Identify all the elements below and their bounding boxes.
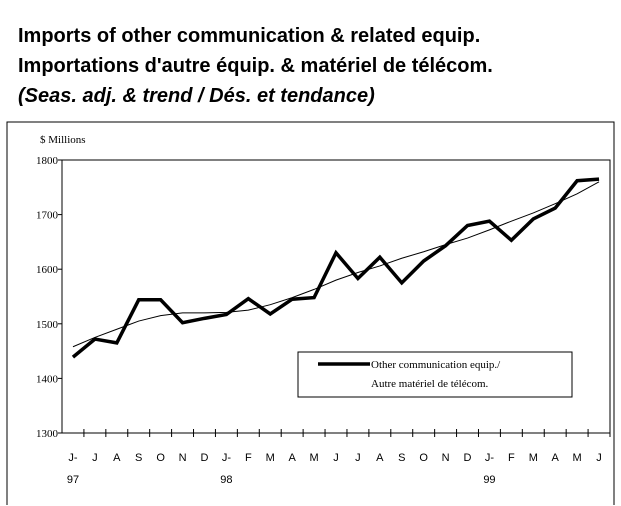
- x-tick-year: 97: [67, 474, 79, 486]
- y-axis-label: $ Millions: [40, 134, 86, 146]
- x-tick-label: N: [179, 452, 187, 464]
- y-tick-label: 1500: [36, 319, 59, 331]
- y-tick-label: 1400: [36, 373, 59, 385]
- x-tick-year: 99: [483, 474, 495, 486]
- legend-label: Autre matériel de télécom.: [371, 378, 489, 390]
- data-line: [71, 177, 600, 359]
- x-tick-label: S: [135, 452, 142, 464]
- x-tick-label: D: [201, 452, 209, 464]
- x-tick-label: O: [156, 452, 165, 464]
- y-tick-label: 1700: [36, 210, 59, 222]
- x-tick-label: A: [376, 452, 384, 464]
- x-tick-label: J-: [68, 452, 78, 464]
- x-tick-label: D: [464, 452, 472, 464]
- frame: [6, 121, 615, 505]
- x-tick-label: M: [309, 452, 318, 464]
- x-tick-label: M: [529, 452, 538, 464]
- x-tick-label: O: [419, 452, 428, 464]
- x-tick-label: J-: [485, 452, 495, 464]
- x-tick-label: F: [245, 452, 252, 464]
- chart-subtitle: (Seas. adj. & trend / Dés. et tendance): [18, 85, 375, 107]
- x-tick-label: A: [113, 452, 121, 464]
- y-tick-label: 1800: [36, 155, 59, 167]
- x-tick-label: F: [508, 452, 515, 464]
- legend: [297, 351, 573, 398]
- y-tick-label: 1300: [36, 428, 59, 440]
- chart-title: Imports of other communication & related…: [18, 25, 480, 47]
- x-tick-label: J: [92, 452, 98, 464]
- x-tick-label: J-: [222, 452, 232, 464]
- x-tick-label: J: [596, 452, 602, 464]
- plot-area: [61, 159, 611, 434]
- x-tick-label: A: [552, 452, 560, 464]
- x-tick-label: M: [573, 452, 582, 464]
- legend-label: Other communication equip./: [371, 359, 501, 371]
- x-tick-label: J: [333, 452, 339, 464]
- x-tick-year: 98: [220, 474, 232, 486]
- chart-subtitle: Importations d'autre équip. & matériel d…: [18, 55, 493, 77]
- x-tick-label: J: [355, 452, 361, 464]
- x-tick-label: A: [288, 452, 296, 464]
- x-tick-label: S: [398, 452, 405, 464]
- y-tick-label: 1600: [36, 264, 59, 276]
- trend-line: [72, 181, 600, 348]
- x-tick-label: M: [266, 452, 275, 464]
- x-tick-label: N: [442, 452, 450, 464]
